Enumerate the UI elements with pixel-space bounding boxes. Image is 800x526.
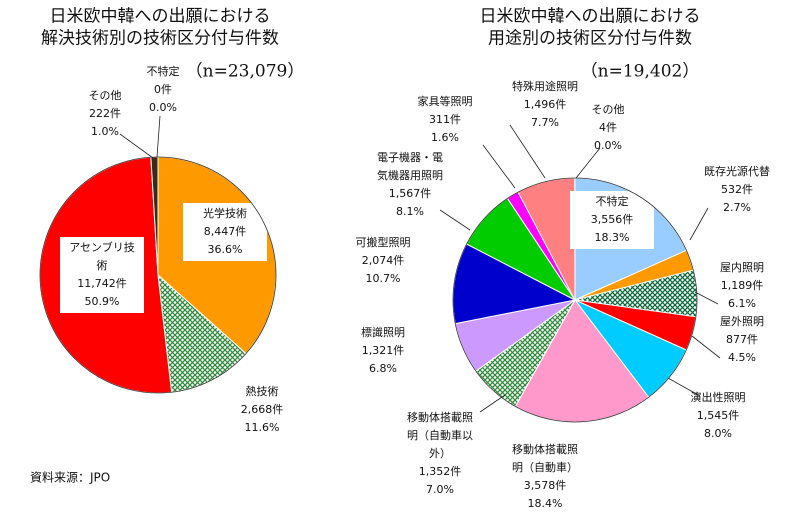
percent-label: 7.7% [531, 116, 559, 129]
value-label: 877件 [726, 333, 758, 346]
percent-label: 6.8% [369, 362, 397, 375]
slice-label: 屋外照明 [720, 315, 764, 328]
value-label: 1,545件 [697, 409, 740, 422]
slice-label: 不特定 [147, 64, 180, 78]
percent-label: 18.3% [595, 231, 630, 244]
value-label: 4件 [599, 121, 617, 134]
percent-label: 7.0% [426, 483, 454, 496]
slice-label: アセンブリ技 [69, 240, 134, 254]
slice-label: 特殊用途照明 [512, 79, 578, 93]
leader-line [439, 209, 471, 231]
leader-line [479, 394, 506, 413]
slice-label: 家具等照明 [418, 94, 473, 108]
percent-label: 11.6% [245, 421, 280, 434]
slice-label: その他 [592, 103, 625, 116]
slice-label: 電子機器・電 [377, 150, 443, 164]
slice-label: 屋内照明 [720, 260, 764, 274]
percent-label: 8.0% [704, 427, 732, 440]
chart-title: 解決技術別の技術区分付与件数 [41, 29, 279, 49]
label-box [570, 191, 654, 249]
slice-label: 既存光源代替 [704, 164, 770, 178]
leader-line [667, 377, 701, 397]
leader-line [689, 207, 709, 241]
slice-label: 気機器用照明 [377, 168, 443, 182]
leader-line [694, 291, 719, 305]
leader-line [482, 144, 516, 189]
slice-label: 標識照明 [361, 325, 405, 339]
percent-label: 36.6% [208, 243, 243, 256]
value-label: 1,496件 [524, 98, 567, 111]
percent-label: 18.4% [528, 497, 563, 510]
leader-line [575, 147, 601, 179]
value-label: 2,074件 [362, 254, 405, 267]
source: 資料来源：JPO [30, 471, 110, 485]
percent-label: 1.6% [431, 131, 459, 144]
label-box [183, 203, 267, 261]
percent-label: 4.5% [728, 351, 756, 364]
chart-subtitle: （n=19,402） [581, 62, 700, 82]
value-label: 2,668件 [241, 403, 284, 416]
percent-label: 8.1% [396, 205, 424, 218]
value-label: 3,578件 [524, 479, 567, 492]
percent-label: 0.0% [149, 101, 177, 114]
chart-subtitle: （n=23,079） [186, 62, 305, 82]
value-label: 11,742件 [77, 277, 127, 290]
value-label: 3,556件 [591, 213, 634, 226]
percent-label: 2.7% [723, 201, 751, 214]
value-label: 222件 [89, 107, 121, 120]
value-label: 1,189件 [721, 279, 764, 292]
slice-label: 明（自動車） [512, 460, 578, 474]
slice-label: 演出性照明 [691, 390, 746, 404]
leader-line [156, 115, 161, 158]
value-label: 532件 [721, 183, 753, 196]
slice-label: 不特定 [596, 194, 629, 208]
slice-label: 外） [429, 447, 451, 460]
leader-line [691, 335, 721, 359]
slice-label: 可搬型照明 [356, 235, 411, 249]
percent-label: 0.0% [594, 139, 622, 152]
value-label: 1,321件 [362, 344, 405, 357]
percent-label: 1.0% [91, 125, 119, 138]
label-box [60, 237, 144, 313]
leader-line [509, 124, 546, 179]
slice-label: 移動体搭載照 [407, 410, 473, 424]
percent-label: 6.1% [728, 297, 756, 310]
value-label: 1,352件 [419, 465, 462, 478]
chart-title: 日米欧中韓への出願における [480, 7, 701, 27]
percent-label: 10.7% [366, 272, 401, 285]
slice-label: 光学技術 [203, 206, 247, 220]
percent-label: 50.9% [85, 295, 120, 308]
chart-title: 日米欧中韓への出願における [50, 7, 271, 27]
chart-title: 用途別の技術区分付与件数 [488, 29, 692, 49]
slice-label: 熱技術 [246, 385, 279, 398]
leader-line [119, 133, 154, 159]
pie-outline [39, 156, 277, 394]
value-label: 1,567件 [389, 187, 432, 200]
value-label: 0件 [154, 83, 172, 96]
pie-outline [452, 177, 698, 423]
slice-label: 移動体搭載照 [512, 442, 578, 456]
slice-label: 術 [97, 259, 108, 272]
slice-label: 明（自動車以 [407, 428, 473, 442]
value-label: 311件 [429, 113, 461, 126]
value-label: 8,447件 [204, 225, 247, 238]
slice-label: その他 [89, 89, 122, 102]
